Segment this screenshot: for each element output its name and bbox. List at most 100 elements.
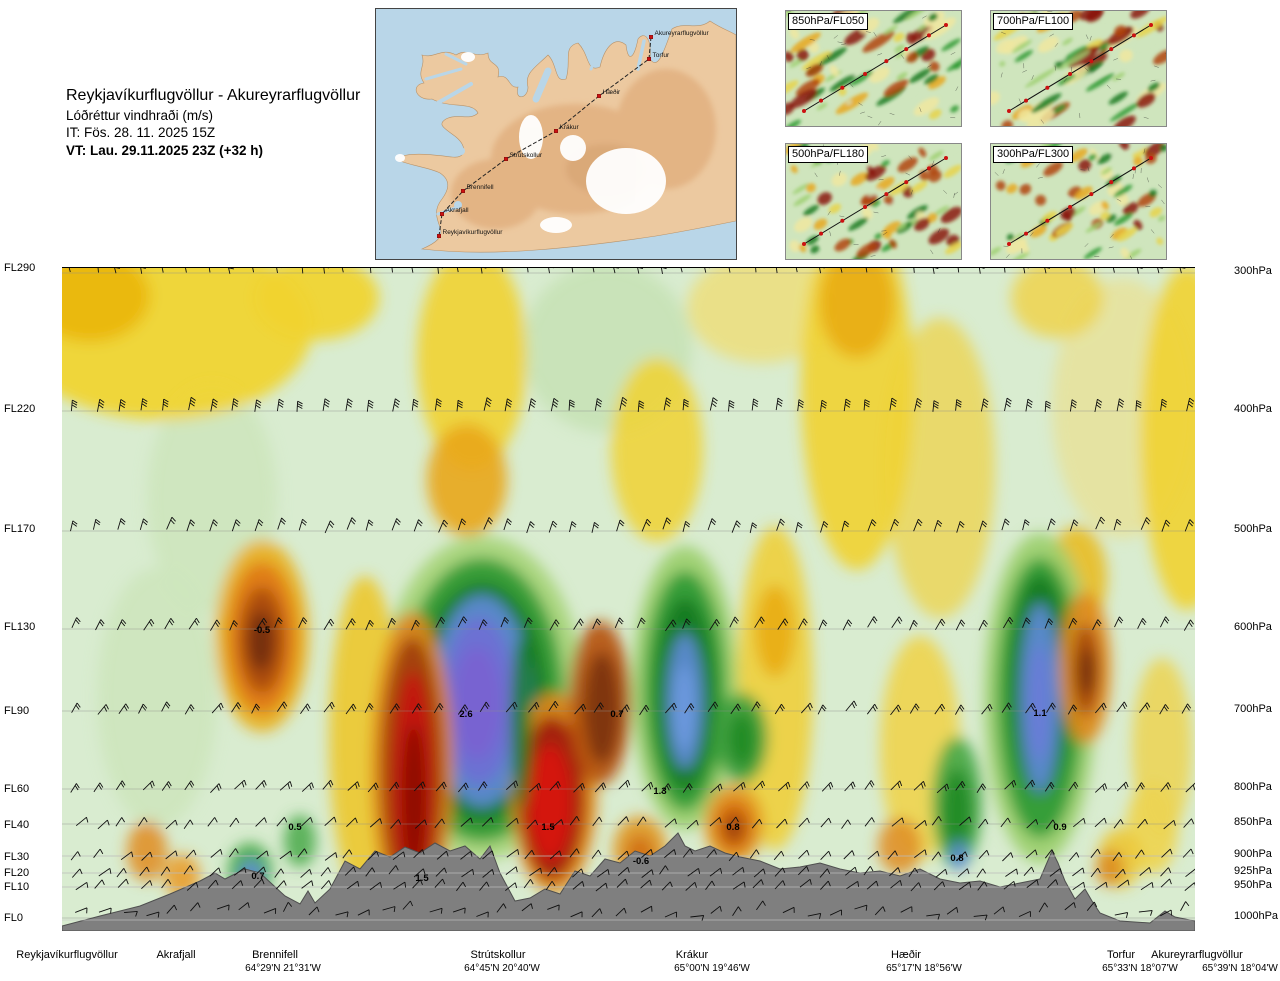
wind-barb bbox=[506, 849, 520, 858]
wind-barb bbox=[505, 866, 518, 875]
wind-barb bbox=[841, 819, 851, 829]
wind-barb bbox=[932, 400, 940, 412]
wind-barb bbox=[320, 880, 332, 890]
wind-barb bbox=[276, 817, 288, 827]
wind-barb bbox=[71, 868, 83, 878]
wind-barb bbox=[117, 518, 126, 530]
wind-barb bbox=[820, 817, 832, 828]
wind-barb bbox=[322, 398, 330, 411]
wind-barb bbox=[1000, 817, 1011, 828]
wind-barb bbox=[993, 906, 1005, 915]
route-map-svg: Reykjavíkurflugvöllur Akrafjall Brennifell… bbox=[376, 9, 736, 259]
wind-barb bbox=[956, 520, 965, 533]
wind-barb bbox=[574, 703, 587, 715]
contour-label: 1.3 bbox=[653, 786, 666, 797]
wind-barb bbox=[116, 868, 127, 878]
wind-barb bbox=[955, 399, 962, 411]
wind-barb bbox=[798, 781, 810, 791]
wind-barb bbox=[661, 783, 672, 793]
wind-barb bbox=[457, 616, 468, 628]
panel-waypoint-marker bbox=[1068, 205, 1073, 210]
field-blob bbox=[511, 638, 531, 808]
field-blob bbox=[819, 268, 895, 358]
wind-barb bbox=[322, 779, 334, 790]
pressure-label: 300hPa bbox=[1234, 265, 1272, 277]
wind-barb bbox=[142, 780, 155, 791]
wind-barb bbox=[161, 701, 171, 712]
wind-barb bbox=[276, 701, 288, 712]
wind-barb bbox=[411, 703, 422, 714]
waypoint-label: Strútskollur bbox=[510, 152, 543, 159]
pressure-label: 600hPa bbox=[1234, 621, 1272, 633]
cross-section-svg: -0.5 2.6 0.7 1.3 0.5 1.5 0.8 -0.6 1.1 0.9 0.7 1.5 0.… bbox=[62, 268, 1195, 931]
wind-barb bbox=[364, 703, 374, 713]
wind-barb bbox=[161, 781, 172, 791]
wind-barb bbox=[296, 400, 303, 412]
panel-waypoint-marker bbox=[1045, 85, 1050, 90]
wind-barb bbox=[1095, 881, 1108, 891]
wind-barb bbox=[978, 849, 990, 860]
panel-waypoint-marker bbox=[944, 156, 948, 160]
wind-barb bbox=[1112, 852, 1123, 862]
station-name: Krákur bbox=[675, 949, 709, 961]
wind-barb bbox=[752, 879, 764, 889]
wind-barb bbox=[775, 397, 783, 411]
wind-barbs bbox=[68, 268, 1195, 921]
wind-barb bbox=[402, 900, 414, 910]
panel-level-label: 850hPa/FL050 bbox=[788, 13, 869, 30]
wind-barb bbox=[115, 817, 125, 827]
wind-barb bbox=[1046, 702, 1056, 713]
wind-barb bbox=[460, 817, 473, 827]
wind-barb bbox=[209, 867, 221, 877]
wind-barb bbox=[548, 700, 559, 712]
wind-barb bbox=[617, 867, 630, 876]
wind-barb bbox=[1094, 783, 1108, 793]
wind-barb bbox=[1022, 519, 1030, 531]
wind-barb bbox=[478, 781, 488, 791]
wind-barb bbox=[641, 849, 654, 858]
wind-barb bbox=[414, 819, 427, 829]
wind-barb bbox=[523, 617, 533, 628]
wind-barb bbox=[1003, 880, 1016, 890]
wind-barb bbox=[1184, 519, 1194, 532]
wind-barb bbox=[664, 911, 678, 918]
wind-barb bbox=[1117, 879, 1130, 888]
wind-barb bbox=[387, 617, 397, 629]
wind-barb bbox=[1004, 397, 1012, 411]
wind-barb bbox=[143, 618, 155, 631]
wind-barb bbox=[435, 867, 447, 877]
wind-barb bbox=[935, 618, 946, 631]
flight-level-label: FL170 bbox=[4, 523, 36, 535]
wind-barb bbox=[981, 703, 993, 715]
wind-barb bbox=[1139, 702, 1151, 713]
wind-barb bbox=[365, 519, 374, 531]
wind-barb bbox=[342, 849, 353, 859]
wind-barb bbox=[799, 878, 812, 888]
wind-barb bbox=[889, 397, 897, 411]
wind-barb bbox=[730, 703, 741, 715]
wind-barb bbox=[1086, 901, 1098, 911]
wind-barb bbox=[1067, 704, 1078, 715]
panel-waypoint-marker bbox=[802, 109, 806, 113]
wind-barb bbox=[754, 616, 765, 628]
wind-barb bbox=[728, 816, 739, 827]
panel-waypoint-marker bbox=[840, 85, 845, 90]
field-blob bbox=[611, 358, 703, 542]
wind-barb bbox=[874, 906, 886, 916]
wind-barb bbox=[661, 881, 673, 891]
waypoint-label: Akureyrarflugvöllur bbox=[655, 30, 710, 37]
wind-barb bbox=[1159, 704, 1169, 715]
wind-barb bbox=[957, 868, 970, 878]
wind-barb bbox=[413, 519, 423, 532]
wind-barb bbox=[120, 851, 134, 861]
wind-barb bbox=[97, 704, 109, 715]
field-blob bbox=[1096, 850, 1124, 886]
wind-barb bbox=[141, 851, 153, 861]
wind-barb bbox=[956, 851, 968, 861]
wind-barb bbox=[955, 780, 966, 791]
wind-barb bbox=[323, 701, 335, 713]
wind-barb bbox=[1135, 400, 1142, 412]
wind-barb bbox=[890, 780, 903, 791]
contour-label: 1.5 bbox=[541, 822, 555, 833]
waypoint-label: Hæðir bbox=[603, 88, 622, 96]
